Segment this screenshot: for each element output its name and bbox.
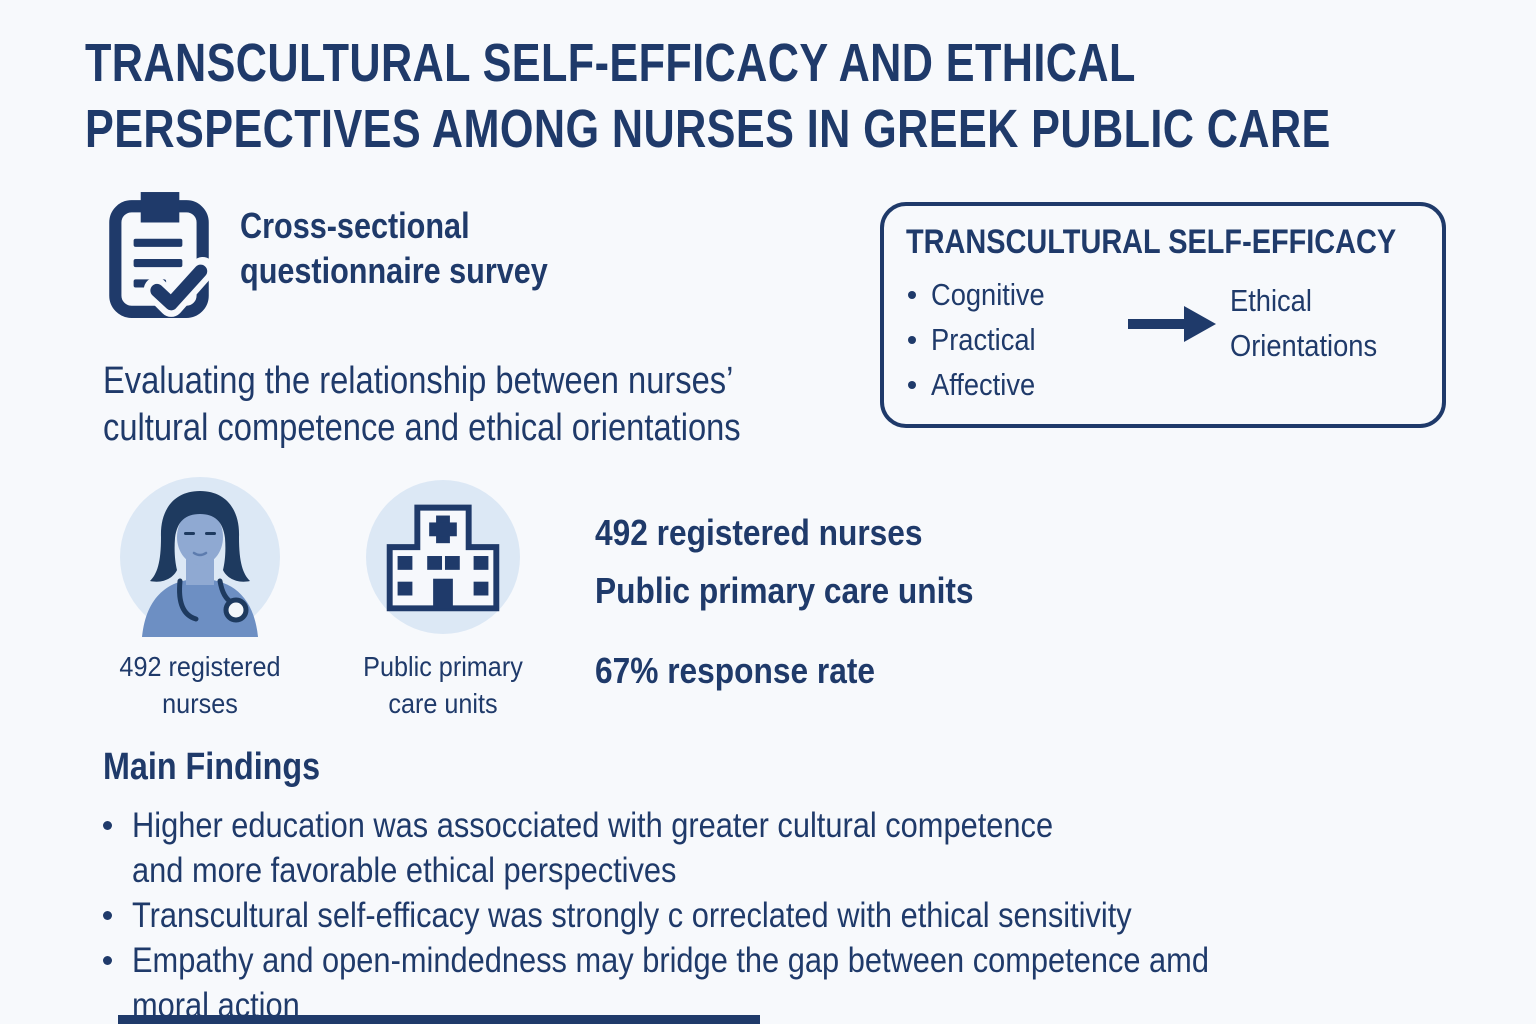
- finding-text: Transcultural self-efficacy was strongly…: [132, 893, 1132, 938]
- bullet-dot: [908, 335, 916, 344]
- tse-outcome-line-2: Orientations: [1230, 328, 1378, 363]
- page-title-line-2: PERSPECTIVES AMONG NURSES IN GREEK PUBLI…: [85, 99, 1331, 159]
- stat-text: Public primary care units: [595, 570, 974, 611]
- nurse-icon: [120, 477, 280, 637]
- tse-component-label: Cognitive: [931, 277, 1045, 312]
- study-design-line-2: questionnaire survey: [240, 250, 548, 291]
- stat-care-units: Public primary care units: [595, 570, 1025, 612]
- finding-text: Higher education was assocciated with gr…: [132, 803, 1053, 893]
- bullet-dot: [908, 290, 916, 299]
- care-units-caption-line-2: care units: [388, 688, 498, 719]
- bullet-dot: [103, 821, 112, 830]
- tse-component-item: Affective: [908, 368, 1060, 401]
- study-design-label: Cross-sectional questionnaire survey: [240, 203, 602, 293]
- care-units-caption-line-1: Public primary: [363, 651, 523, 682]
- page-title-line-1: TRANSCULTURAL SELF-EFFICACY AND ETHICAL: [85, 33, 1136, 93]
- hospital-icon: [366, 480, 520, 634]
- right-arrow-icon: [1128, 306, 1216, 342]
- tse-outcome-line-1: Ethical: [1230, 283, 1312, 318]
- finding-line-1: Empathy and open-mindedness may bridge t…: [132, 941, 1209, 980]
- bullet-dot: [908, 380, 916, 389]
- finding-line-1: Transcultural self-efficacy was strongly…: [132, 896, 1132, 935]
- tse-component-item: Cognitive: [908, 278, 1060, 311]
- objective-text: Evaluating the relationship between nurs…: [103, 358, 844, 452]
- page-title: TRANSCULTURAL SELF-EFFICACY AND ETHICAL …: [85, 30, 1536, 162]
- tse-framework-box: TRANSCULTURAL SELF-EFFICACY Cognitive Pr…: [880, 202, 1446, 428]
- tse-component-label: Affective: [931, 367, 1036, 402]
- bullet-dot: [103, 911, 112, 920]
- tse-box-title: TRANSCULTURAL SELF-EFFICACY: [906, 223, 1397, 261]
- tse-components-list: Cognitive Practical Affective: [908, 278, 1060, 401]
- study-design-line-1: Cross-sectional: [240, 205, 470, 246]
- tse-component-label: Practical: [931, 322, 1036, 357]
- finding-line-1: Higher education was assocciated with gr…: [132, 806, 1054, 845]
- footer-bar: [118, 1015, 760, 1024]
- findings-heading-text: Main Findings: [103, 746, 321, 788]
- bullet-dot: [103, 956, 112, 965]
- nurses-caption-line-2: nurses: [162, 688, 238, 719]
- finding-line-2: and more favorable ethical perspectives: [132, 851, 677, 890]
- finding-text: Empathy and open-mindedness may bridge t…: [132, 938, 1209, 1024]
- tse-outcome-label: Ethical Orientations: [1230, 278, 1397, 368]
- objective-line-1: Evaluating the relationship between nurs…: [103, 360, 734, 402]
- stat-response-rate: 67% response rate: [595, 650, 913, 692]
- nurses-caption: 492 registered nurses: [85, 648, 315, 722]
- finding-item: Higher education was assocciated with gr…: [103, 803, 1523, 893]
- findings-heading: Main Findings: [103, 746, 358, 789]
- nurses-caption-line-1: 492 registered: [119, 651, 281, 682]
- finding-item: Empathy and open-mindedness may bridge t…: [103, 938, 1523, 1024]
- stat-text: 67% response rate: [595, 650, 875, 691]
- stat-text: 492 registered nurses: [595, 512, 923, 553]
- tse-component-item: Practical: [908, 323, 1060, 356]
- findings-list: Higher education was assocciated with gr…: [103, 803, 1523, 1024]
- finding-item: Transcultural self-efficacy was strongly…: [103, 893, 1523, 938]
- objective-line-2: cultural competence and ethical orientat…: [103, 407, 741, 449]
- care-units-caption: Public primary care units: [328, 648, 558, 722]
- clipboard-check-icon: [109, 192, 215, 318]
- stat-registered-nurses: 492 registered nurses: [595, 512, 967, 554]
